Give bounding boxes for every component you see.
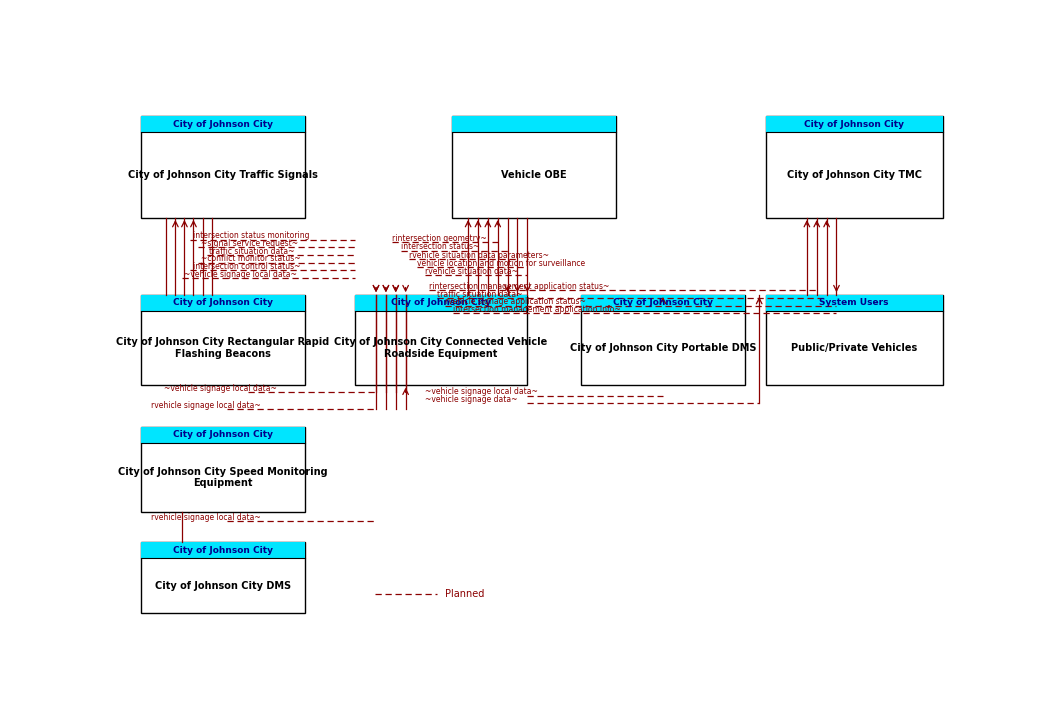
Text: rvehicle signage local data~: rvehicle signage local data~ (151, 513, 260, 522)
Text: City of Johnson City: City of Johnson City (613, 298, 713, 307)
Text: System Users: System Users (819, 298, 889, 307)
Text: City of Johnson City DMS: City of Johnson City DMS (155, 581, 291, 591)
Text: ~vehicle signage local data~: ~vehicle signage local data~ (185, 270, 297, 278)
Text: City of Johnson City: City of Johnson City (173, 120, 273, 129)
Text: City of Johnson City TMC: City of Johnson City TMC (786, 170, 922, 180)
Text: City of Johnson City Speed Monitoring
Equipment: City of Johnson City Speed Monitoring Eq… (118, 466, 328, 488)
Bar (141, 295, 306, 311)
Text: ~signal service request~: ~signal service request~ (201, 239, 298, 248)
Text: traffic situation data~: traffic situation data~ (209, 246, 295, 256)
Bar (452, 116, 616, 218)
Text: rvehicle situation data~: rvehicle situation data~ (425, 267, 519, 276)
Text: City of Johnson City: City of Johnson City (804, 120, 904, 129)
Text: City of Johnson City: City of Johnson City (173, 298, 273, 307)
Text: City of Johnson City Rectangular Rapid
Flashing Beacons: City of Johnson City Rectangular Rapid F… (117, 338, 330, 359)
Bar (141, 295, 306, 386)
Text: ~vehicle signage data~: ~vehicle signage data~ (425, 395, 518, 403)
Bar (766, 116, 942, 218)
Bar (141, 542, 306, 558)
Text: City of Johnson City Traffic Signals: City of Johnson City Traffic Signals (128, 170, 318, 180)
Bar (766, 295, 942, 386)
Bar (141, 426, 306, 512)
Text: ~conflict monitor status~: ~conflict monitor status~ (201, 254, 300, 263)
Text: rvehicle signage application status~: rvehicle signage application status~ (446, 297, 586, 306)
Text: ~vehicle signage local data~: ~vehicle signage local data~ (425, 388, 538, 396)
Bar (354, 295, 527, 311)
Text: City of Johnson City: City of Johnson City (173, 545, 273, 555)
Text: intersection control status~: intersection control status~ (193, 262, 300, 271)
Text: rvehicle situation data parameters~: rvehicle situation data parameters~ (408, 251, 549, 259)
Bar (580, 295, 745, 311)
Text: Public/Private Vehicles: Public/Private Vehicles (792, 343, 918, 353)
Text: City of Johnson City Portable DMS: City of Johnson City Portable DMS (570, 343, 756, 353)
Text: City of Johnson City: City of Johnson City (173, 431, 273, 439)
Text: traffic situation data~: traffic situation data~ (437, 290, 522, 298)
Bar (580, 295, 745, 386)
Bar (141, 116, 306, 132)
Bar (452, 116, 616, 132)
Text: rvehicle signage local data~: rvehicle signage local data~ (151, 401, 260, 410)
Text: ~vehicle signage local data~: ~vehicle signage local data~ (163, 383, 277, 393)
Bar (354, 295, 527, 386)
Bar (141, 542, 306, 613)
Text: rintersection geometry~: rintersection geometry~ (393, 234, 487, 243)
Text: intersection status monitoring: intersection status monitoring (193, 231, 309, 241)
Bar (141, 116, 306, 218)
Text: City of Johnson City: City of Johnson City (390, 298, 491, 307)
Text: rintersection management application status~: rintersection management application sta… (429, 282, 609, 291)
Bar (766, 295, 942, 311)
Text: Vehicle OBE: Vehicle OBE (501, 170, 567, 180)
Text: vehicle location and motion for surveillance: vehicle location and motion for surveill… (417, 258, 586, 268)
Bar (766, 116, 942, 132)
Text: Planned: Planned (446, 589, 485, 599)
Text: intersection status~: intersection status~ (401, 242, 480, 251)
Bar (141, 426, 306, 443)
Text: City of Johnson City Connected Vehicle
Roadside Equipment: City of Johnson City Connected Vehicle R… (334, 338, 547, 359)
Text: intersection management application info~: intersection management application info… (453, 305, 621, 314)
